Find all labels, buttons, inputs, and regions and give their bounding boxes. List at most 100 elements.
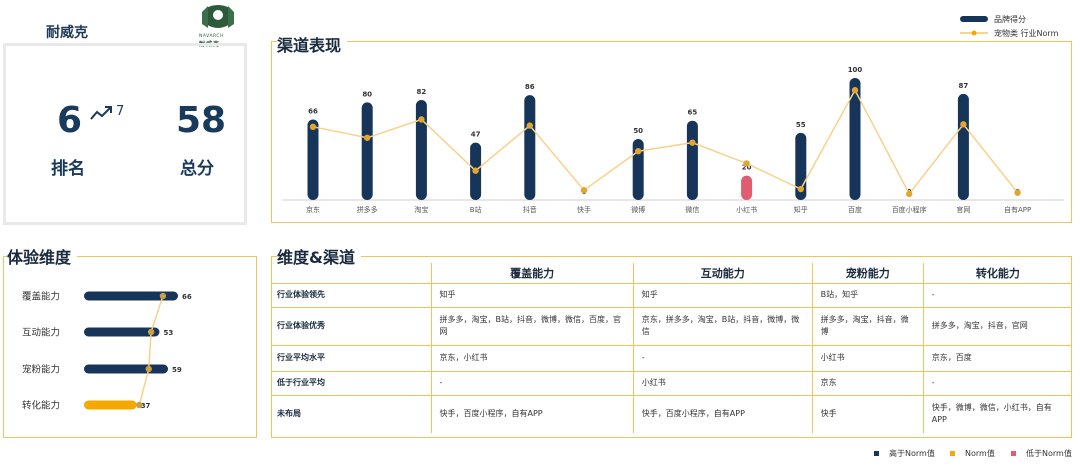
table-cell: 知乎 — [430, 283, 634, 308]
channel-bar — [849, 78, 861, 200]
norm-point — [906, 190, 913, 198]
column-header: 宠粉能力 — [811, 263, 924, 284]
channel-bar — [524, 95, 536, 200]
dimension-data-label: 66 — [182, 293, 192, 301]
legend-low: 低于Norm值 — [1011, 448, 1072, 459]
channel-bar — [741, 175, 753, 200]
channel-bar — [686, 120, 698, 200]
channel-bar — [415, 99, 427, 200]
table-header-row: 覆盖能力 互动能力 宠粉能力 转化能力 — [271, 263, 1072, 284]
table-cell: - — [430, 371, 634, 396]
column-header: 转化能力 — [922, 263, 1072, 284]
channel-tick-label: 微博 — [631, 205, 645, 214]
table-row: 行业体验优秀 拼多多，淘宝，B站，抖音，微博，微信，百度，官网 京东，拼多多，淘… — [271, 307, 1072, 346]
table-row: 行业平均水平 京东，小红书 - 小红书 京东，百度 — [271, 345, 1072, 372]
table-row: 行业体验领先 知乎 知乎 B站，知乎 - — [271, 283, 1072, 308]
row-header: 低于行业平均 — [271, 371, 431, 396]
rank-label: 排名 — [51, 159, 85, 179]
dimension-tick-label: 转化能力 — [22, 400, 60, 412]
table-cell: 快手，百度小程序，自有APP — [430, 395, 634, 433]
dimension-norm-point — [145, 365, 152, 373]
norm-point — [960, 121, 967, 128]
table-cell: B站，知乎 — [811, 283, 924, 308]
norm-point — [418, 116, 425, 123]
channel-tick-label: B站 — [470, 205, 482, 214]
channel-tick-label: 京东 — [306, 205, 320, 214]
norm-swatch — [950, 451, 955, 456]
table-cell: 小红书 — [811, 345, 924, 372]
table-cell: 京东 — [811, 371, 924, 396]
dimension-bar — [84, 327, 160, 337]
high-swatch — [874, 451, 879, 456]
norm-point — [309, 123, 317, 130]
table-corner — [271, 263, 431, 284]
channel-data-label: 100 — [848, 66, 863, 74]
brand-name: 耐威克 — [46, 25, 88, 41]
channel-bar — [307, 119, 319, 200]
trend-up-icon — [90, 106, 112, 120]
legend-brand-score: 品牌得分 — [960, 12, 1058, 26]
dimension-tick-label: 覆盖能力 — [22, 291, 60, 303]
channel-data-label: 20 — [742, 164, 752, 172]
table-cell: 拼多多，淘宝，B站，抖音，微博，微信，百度，官网 — [430, 307, 634, 346]
norm-point — [851, 87, 859, 94]
norm-point — [580, 187, 588, 194]
channel-bar — [957, 93, 969, 200]
table-row: 未布局 快手，百度小程序，自有APP 快手，百度小程序，自有APP 快手 快手，… — [271, 395, 1072, 433]
total-score-label: 总分 — [180, 159, 214, 179]
norm-line — [312, 88, 1019, 196]
low-swatch — [1011, 451, 1016, 456]
rank-value: 6 — [57, 100, 83, 141]
column-header: 互动能力 — [632, 263, 813, 284]
table-row: 低于行业平均 - 小红书 京东 - — [271, 371, 1072, 396]
channel-tick-label: 抖音 — [523, 205, 537, 214]
table-cell: 拼多多，淘宝，抖音，微博 — [811, 307, 924, 346]
legend-brand-score-label: 品牌得分 — [994, 14, 1026, 24]
dimension-channel-table: 覆盖能力 互动能力 宠粉能力 转化能力 行业体验领先 知乎 知乎 B站，知乎 -… — [271, 263, 1072, 433]
channel-tick-label: 百度小程序 — [892, 205, 927, 214]
row-header: 行业平均水平 — [271, 345, 431, 372]
channel-tick-label: 官网 — [956, 205, 970, 214]
table-cell: 知乎 — [632, 283, 813, 308]
table-cell: 小红书 — [632, 371, 813, 396]
norm-point — [689, 139, 696, 146]
dimension-norm-point — [159, 292, 167, 300]
channel-data-label: 47 — [471, 131, 481, 139]
norm-point — [635, 148, 642, 155]
channel-data-label: 50 — [633, 127, 643, 135]
brand-logo — [202, 5, 234, 28]
channel-data-label: 66 — [308, 107, 318, 115]
norm-point — [364, 134, 371, 141]
channel-tick-label: 淘宝 — [414, 205, 428, 214]
score-panel — [3, 43, 247, 225]
table-cell: 快手，百度小程序，自有APP — [632, 395, 813, 433]
channel-tick-label: 拼多多 — [357, 205, 378, 214]
dimension-data-label: 53 — [163, 329, 173, 337]
dimension-section-frame — [3, 256, 257, 438]
channel-section-title: 渠道表现 — [277, 32, 348, 56]
channel-chart: 66京东80拼多多82淘宝47B站86抖音0快手50微博65微信20小红书55知… — [282, 66, 1064, 214]
dimension-tick-label: 互动能力 — [22, 327, 60, 339]
legend-norm-status: Norm值 — [950, 448, 995, 459]
channel-tick-label: 自有APP — [1004, 205, 1031, 214]
dimension-data-label: 59 — [172, 366, 182, 374]
dimension-norm-point — [136, 401, 143, 409]
dimension-bar — [84, 400, 137, 410]
channel-data-label: 87 — [959, 82, 969, 90]
legend-high-label: 高于Norm值 — [889, 449, 935, 458]
legend-line-swatch — [960, 30, 988, 36]
dimension-bar — [84, 291, 178, 301]
norm-point — [743, 160, 750, 167]
channel-data-label: 80 — [362, 90, 372, 98]
legend-norm-status-label: Norm值 — [965, 449, 995, 458]
total-score-value: 58 — [176, 100, 227, 141]
row-header: 行业体验领先 — [271, 283, 431, 308]
channel-data-label: 86 — [525, 83, 535, 91]
table-cell: 快手，微博，微信，小红书，自有APP — [922, 395, 1072, 433]
table-cell: 京东，拼多多，淘宝，B站，抖音，微博，微信 — [632, 307, 813, 346]
dimension-section-title: 体验维度 — [7, 244, 78, 268]
dimension-norm-point — [147, 328, 155, 336]
dimension-data-label: 37 — [141, 402, 151, 410]
dimension-chart: 覆盖能力 66 互动能力 53 宠粉能力 59 转化能力 37 — [22, 291, 192, 412]
norm-point — [526, 122, 533, 129]
